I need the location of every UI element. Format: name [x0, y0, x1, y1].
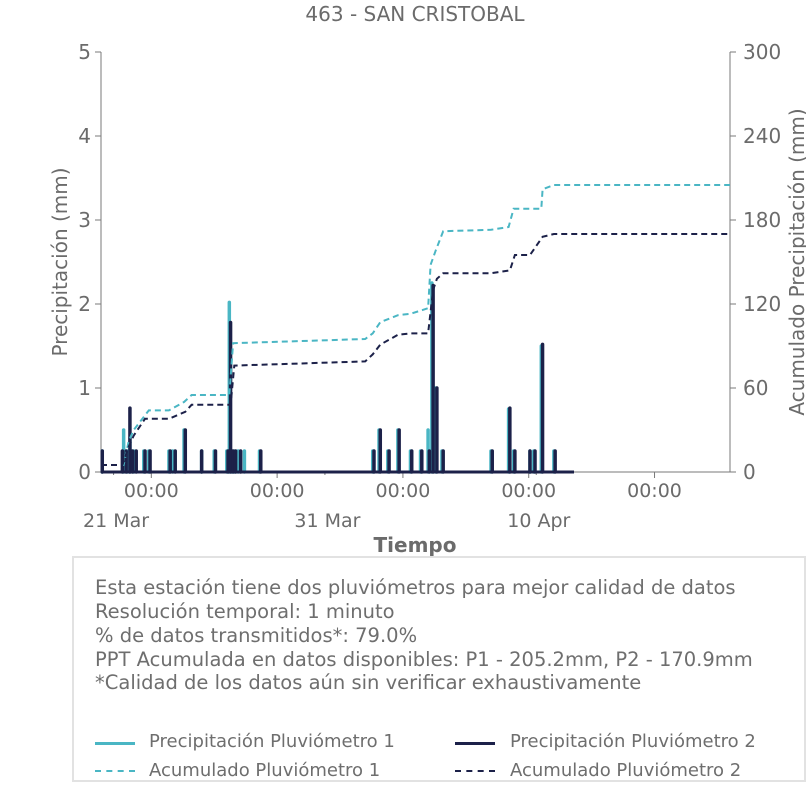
x-tick-label: 00:00 — [124, 480, 179, 502]
y-tick-label: 4 — [78, 124, 91, 148]
axes: 0 1 2 3 4 5 0 60 120 180 240 300 00:00 00:00 00:00 00:0… — [78, 40, 781, 532]
legend-label-acc1: Acumulado Pluviómetro 1 — [149, 760, 381, 781]
x-date-label: 21 Mar — [83, 510, 149, 532]
x-date-label: 10 Apr — [507, 510, 570, 532]
x-axis-label: Tiempo — [374, 533, 457, 557]
x-tick-label: 00:00 — [627, 480, 682, 502]
y2-tick-label: 0 — [743, 460, 756, 484]
y-axis-label: Precipitación (mm) — [48, 167, 72, 356]
chart-title: 463 - SAN CRISTOBAL — [305, 2, 525, 26]
y-tick-label: 2 — [78, 292, 91, 316]
y2-axis-label: Acumulado Precipitación (mm) — [785, 108, 806, 415]
legend-swatch-p2 — [455, 742, 495, 745]
info-line-transmitted: % de datos transmitidos*: 79.0% — [95, 624, 418, 647]
y2-tick-label: 120 — [743, 292, 781, 316]
info-line-accumulated: PPT Acumulada en datos disponibles: P1 -… — [95, 648, 753, 671]
y-tick-label: 0 — [78, 460, 91, 484]
info-legend-box: Esta estación tiene dos pluviómetros par… — [72, 556, 806, 782]
legend-label-acc2: Acumulado Pluviómetro 2 — [510, 760, 742, 781]
cumulative-line-3 — [101, 233, 730, 466]
y-tick-label: 3 — [78, 208, 91, 232]
legend-swatch-p1 — [95, 742, 135, 745]
info-line-quality: *Calidad de los datos aún sin verificar … — [95, 671, 642, 694]
y-tick-label: 5 — [78, 40, 91, 64]
legend-label-p1: Precipitación Pluviómetro 1 — [149, 731, 395, 752]
legend-swatch-acc1 — [95, 770, 135, 772]
y2-tick-label: 180 — [743, 208, 781, 232]
x-tick-label: 00:00 — [501, 480, 556, 502]
legend-label-p2: Precipitación Pluviómetro 2 — [510, 731, 756, 752]
y-tick-label: 1 — [78, 376, 91, 400]
x-tick-label: 00:00 — [250, 480, 305, 502]
info-line-stations: Esta estación tiene dos pluviómetros par… — [95, 576, 736, 599]
precipitation-chart: 463 - SAN CRISTOBAL Precipitación (mm) A… — [48, 2, 806, 557]
info-line-resolution: Resolución temporal: 1 minuto — [95, 600, 395, 623]
y2-tick-label: 60 — [743, 376, 768, 400]
precipitation-bars — [100, 281, 575, 474]
x-tick-label: 00:00 — [376, 480, 431, 502]
cumulative-line-2 — [101, 184, 730, 466]
y2-tick-label: 240 — [743, 124, 781, 148]
y2-tick-label: 300 — [743, 40, 781, 64]
legend-swatch-acc2 — [455, 770, 495, 772]
x-date-label: 31 Mar — [294, 510, 360, 532]
cumulative-lines — [101, 184, 730, 466]
